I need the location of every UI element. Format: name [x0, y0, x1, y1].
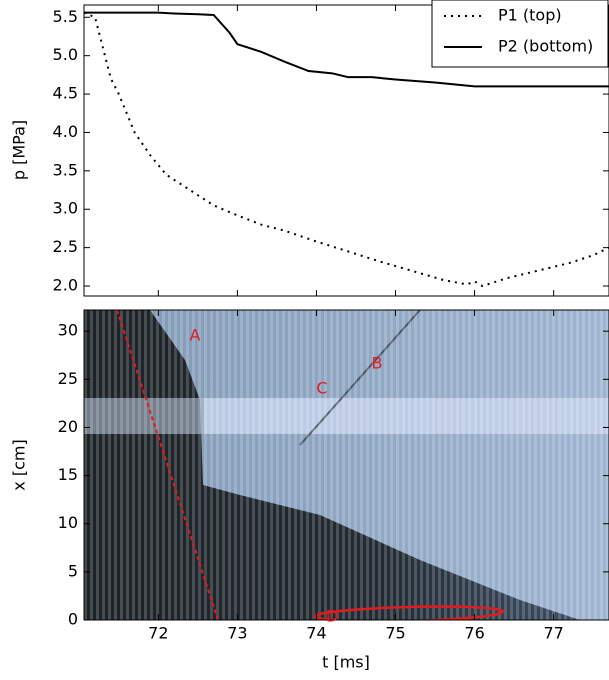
x-tick-label: 77 [543, 624, 563, 643]
legend-box [431, 0, 609, 68]
x-tick-label: 74 [306, 624, 326, 643]
y-tick-label: 4.5 [53, 84, 78, 103]
y-tick-label: 25 [58, 369, 78, 388]
x-tick-label: 75 [385, 624, 405, 643]
xt-image [84, 310, 609, 620]
top-axes-frame [83, 4, 609, 297]
y-tick-label: 4.0 [53, 122, 78, 141]
x-tick-label: 73 [227, 624, 247, 643]
y-axis-label: p [MPa] [10, 120, 29, 180]
legend-label: P1 (top) [498, 6, 562, 25]
line-series [84, 11, 609, 288]
x-tick-label: 72 [148, 624, 168, 643]
y-tick-label: 2.5 [53, 237, 78, 256]
y-tick-label: 5 [68, 561, 78, 580]
y-tick-label: 20 [58, 417, 78, 436]
y-tick-label: 5.0 [53, 45, 78, 64]
y-tick-label: 10 [58, 513, 78, 532]
y-tick-label: 30 [58, 321, 78, 340]
line-series [84, 11, 609, 88]
y-axis-label: x [cm] [10, 439, 29, 490]
y-tick-label: 2.0 [53, 276, 78, 295]
y-tick-label: 5.5 [53, 7, 78, 26]
annotation: D [326, 607, 338, 626]
y-tick-label: 15 [58, 465, 78, 484]
annotation: C [316, 379, 327, 398]
y-tick-label: 3.0 [53, 199, 78, 218]
legend-label: P2 (bottom) [498, 37, 593, 56]
x-tick-label: 76 [464, 624, 484, 643]
y-tick-label: 3.5 [53, 160, 78, 179]
annotation: A [190, 326, 201, 345]
x-axis-label: t [ms] [322, 653, 370, 672]
annotation: B [372, 354, 383, 373]
plot-lines [84, 11, 609, 288]
bottom-axes-frame [83, 309, 609, 621]
y-tick-label: 0 [68, 610, 78, 629]
